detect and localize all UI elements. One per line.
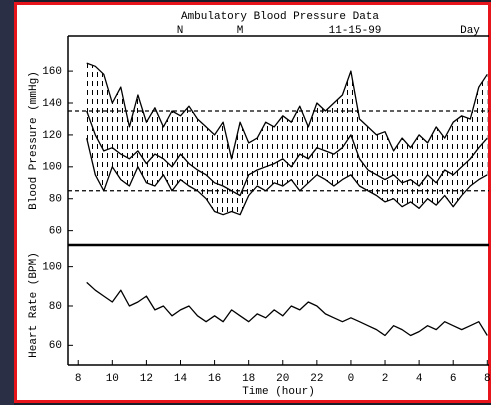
x-tick-label: 16 [208, 373, 221, 385]
x-tick-label: 10 [106, 373, 119, 385]
x-tick-label: 6 [450, 373, 457, 385]
y-tick-label: 60 [49, 340, 62, 352]
y-axis-label: Blood Pressure (mmHg) [28, 71, 40, 210]
y-tick-label: 160 [42, 66, 62, 78]
y-tick-label: 80 [49, 301, 62, 313]
y-tick-label: 80 [49, 194, 62, 206]
x-tick-label: 18 [242, 373, 255, 385]
x-tick-label: 4 [416, 373, 423, 385]
x-tick-label: 8 [75, 373, 82, 385]
x-tick-label: 12 [140, 373, 153, 385]
chart-title: Ambulatory Blood Pressure Data [181, 11, 379, 23]
y-tick-label: 120 [42, 130, 62, 142]
x-tick-label: 2 [382, 373, 389, 385]
x-tick-label: 20 [276, 373, 289, 385]
y-tick-label: 100 [42, 162, 62, 174]
x-tick-label: 0 [348, 373, 355, 385]
y-tick-label: 100 [42, 262, 62, 274]
header-label: Day [460, 25, 480, 37]
header-label: N [177, 25, 184, 37]
header-label: 11-15-99 [329, 25, 382, 37]
header-label: M [237, 25, 244, 37]
chart: Ambulatory Blood Pressure Data N M 11-15-9… [0, 0, 491, 405]
page: Ambulatory Blood Pressure Data N M 11-15-9… [0, 0, 491, 405]
y-tick-label: 140 [42, 98, 62, 110]
x-axis-label: Time (hour) [242, 386, 315, 398]
x-tick-label: 22 [310, 373, 323, 385]
y-tick-label: 60 [49, 226, 62, 238]
x-tick-label: 8 [484, 373, 491, 385]
x-tick-label: 14 [174, 373, 188, 385]
background-strip [0, 0, 14, 405]
y-axis-label: Heart Rate (BPM) [28, 252, 40, 358]
